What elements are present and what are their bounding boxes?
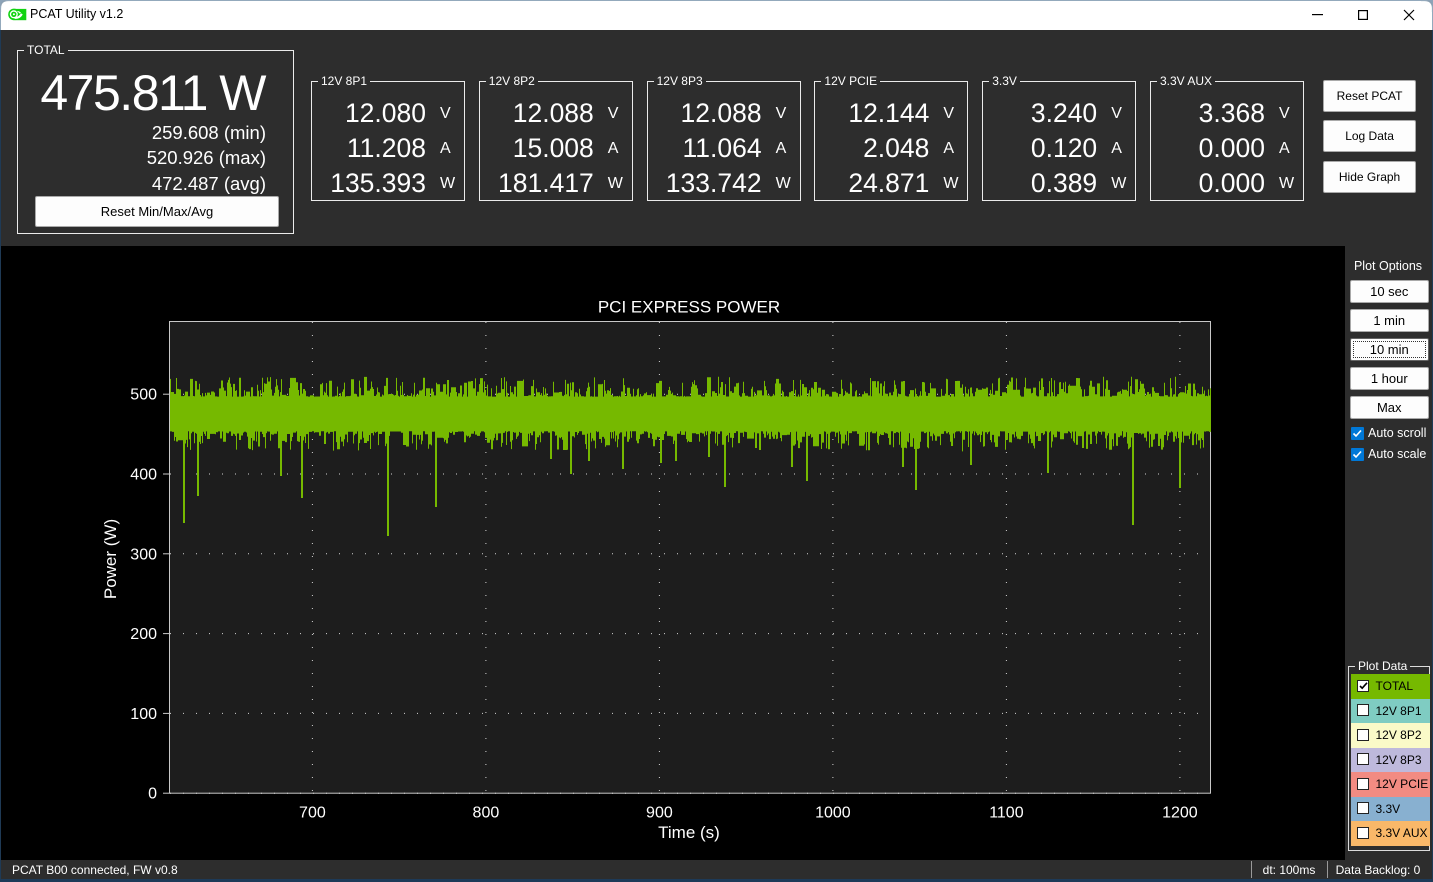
- svg-text:400: 400: [130, 467, 157, 484]
- svg-text:1000: 1000: [815, 805, 851, 822]
- svg-text:Time (s): Time (s): [658, 823, 720, 842]
- svg-text:300: 300: [130, 546, 157, 563]
- svg-text:1200: 1200: [1162, 805, 1198, 822]
- svg-text:700: 700: [299, 805, 326, 822]
- svg-text:Power (W): Power (W): [101, 519, 120, 599]
- svg-text:1100: 1100: [989, 805, 1024, 822]
- svg-text:PCI EXPRESS POWER: PCI EXPRESS POWER: [598, 298, 780, 317]
- svg-text:500: 500: [130, 387, 157, 404]
- svg-text:0: 0: [148, 786, 157, 803]
- svg-text:800: 800: [473, 805, 500, 822]
- svg-text:200: 200: [130, 626, 157, 643]
- svg-text:900: 900: [646, 805, 673, 822]
- svg-text:100: 100: [130, 706, 157, 723]
